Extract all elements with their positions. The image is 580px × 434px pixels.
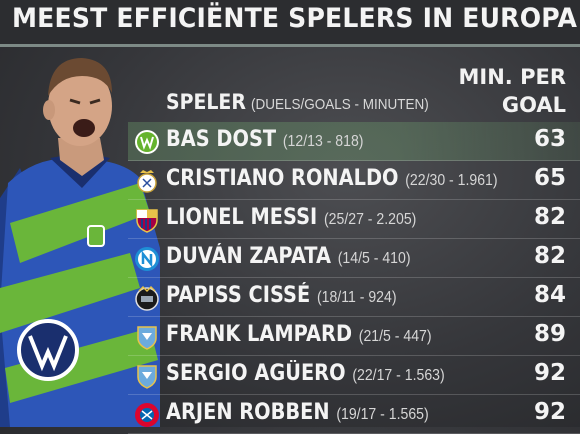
player-name: FRANK LAMPARD xyxy=(166,322,353,347)
fc-barcelona-logo-icon xyxy=(136,209,158,233)
real-madrid-logo-icon xyxy=(137,170,157,193)
player-stats: (21/5 - 447) xyxy=(358,328,432,345)
header-player-sub: (DUELS/GOALS - MINUTEN) xyxy=(251,96,429,113)
title-bar: MEEST EFFICIËNTE SPELERS IN EUROPA xyxy=(0,0,580,44)
newcastle-united-logo-icon xyxy=(135,285,159,311)
page-title: MEEST EFFICIËNTE SPELERS IN EUROPA xyxy=(12,3,578,34)
player-stats: (22/30 - 1.961) xyxy=(405,172,498,189)
player-name: LIONEL MESSI xyxy=(166,205,318,230)
player-name: SERGIO AGÜERO xyxy=(166,361,346,386)
minutes-per-goal: 92 xyxy=(533,360,566,386)
minutes-per-goal: 92 xyxy=(533,399,566,425)
player-stats: (12/13 - 818) xyxy=(282,133,364,150)
minutes-per-goal: 82 xyxy=(533,204,566,230)
manchester-city-logo-icon xyxy=(137,326,157,350)
minutes-per-goal: 63 xyxy=(533,126,566,152)
manchester-city-logo-icon xyxy=(137,365,157,389)
minutes-per-goal: 65 xyxy=(533,165,566,191)
list-item: ARJEN ROBBEN (19/17 - 1.565) 92 xyxy=(128,395,580,434)
player-name: DUVÁN ZAPATA xyxy=(166,244,331,269)
minutes-per-goal: 84 xyxy=(533,282,566,308)
title-divider xyxy=(0,44,580,47)
fc-bayern-logo-icon xyxy=(135,403,159,427)
column-header-value: MIN. PER GOAL xyxy=(459,63,566,119)
header-value-line2: GOAL xyxy=(501,93,566,117)
list-item: BAS DOST (12/13 - 818) 63 xyxy=(128,122,580,161)
player-name: BAS DOST xyxy=(166,127,277,152)
column-header-player: SPELER (DUELS/GOALS - MINUTEN) xyxy=(166,90,449,114)
list-item: DUVÁN ZAPATA (14/5 - 410) 82 xyxy=(128,239,580,278)
player-stats: (19/17 - 1.565) xyxy=(336,406,429,423)
player-name: PAPISS CISSÉ xyxy=(166,283,311,308)
list-item: PAPISS CISSÉ (18/11 - 924) 84 xyxy=(128,278,580,317)
player-photo xyxy=(0,58,160,427)
list-item: CRISTIANO RONALDO (22/30 - 1.961) 65 xyxy=(128,161,580,200)
list-item: LIONEL MESSI (25/27 - 2.205) 82 xyxy=(128,200,580,239)
player-stats: (18/11 - 924) xyxy=(316,289,397,306)
list-item: SERGIO AGÜERO (22/17 - 1.563) 92 xyxy=(128,356,580,395)
ssc-napoli-logo-icon xyxy=(135,247,159,271)
vfl-wolfsburg-logo-icon xyxy=(135,130,159,154)
header-value-line1: MIN. PER xyxy=(458,65,566,89)
minutes-per-goal: 82 xyxy=(533,243,566,269)
header-player-label: SPELER xyxy=(166,90,246,114)
list-item: FRANK LAMPARD (21/5 - 447) 89 xyxy=(128,317,580,356)
minutes-per-goal: 89 xyxy=(533,321,566,347)
player-stats: (22/17 - 1.563) xyxy=(352,367,445,384)
ranking-list: BAS DOST (12/13 - 818) 63 CRISTIANO RONA… xyxy=(128,122,580,434)
player-name: CRISTIANO RONALDO xyxy=(166,166,399,191)
player-name: ARJEN ROBBEN xyxy=(166,400,330,425)
player-stats: (14/5 - 410) xyxy=(337,250,411,267)
player-stats: (25/27 - 2.205) xyxy=(323,211,417,228)
